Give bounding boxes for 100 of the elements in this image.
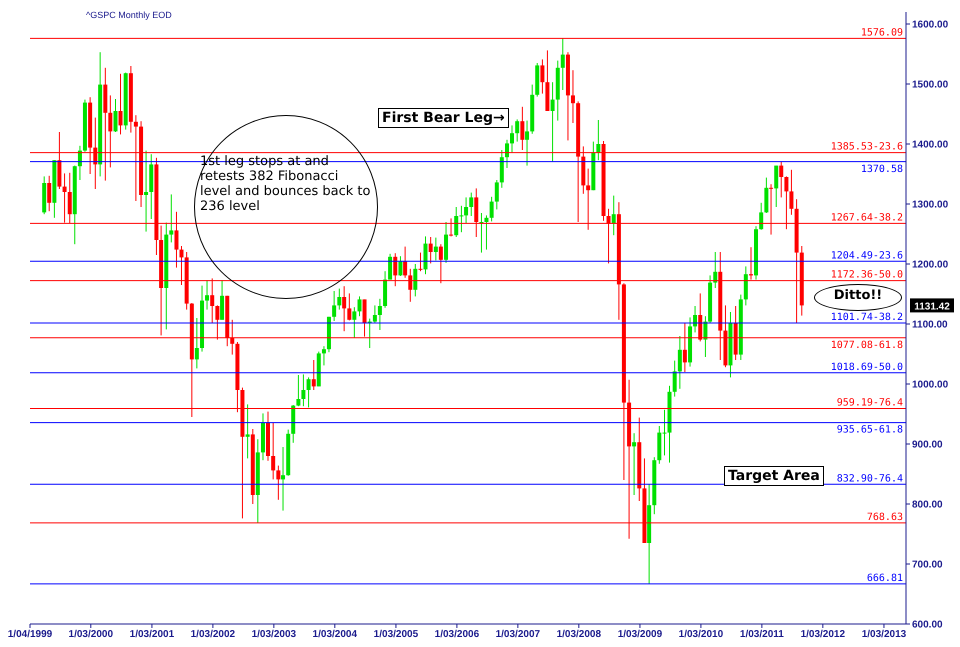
candlestick [332,290,336,322]
candlestick [169,194,174,243]
candlestick [281,446,286,512]
x-tick-label: 1/03/2013 [862,629,907,640]
y-tick-label: 900.00 [912,440,944,451]
candlestick [434,237,438,261]
ref-line-label: 1018.69-50.0 [830,362,903,373]
candlestick [144,150,148,232]
candlestick [388,253,392,280]
ref-line-label: 1204.49-23.6 [830,250,903,262]
y-tick-label: 1600.00 [912,20,949,31]
candlestick [525,120,530,166]
candlestick [312,360,316,390]
candlestick [479,212,484,254]
y-tick-label: 1000.00 [912,380,949,391]
y-tick-label: 700.00 [912,560,944,571]
y-tick-label: 1400.00 [912,140,949,151]
y-tick-label: 800.00 [912,500,944,511]
x-tick-label: 1/03/2010 [678,629,724,640]
annotation: Target Area [724,466,824,486]
x-tick-label: 1/03/2008 [556,629,602,640]
text: 1131.42 [914,301,950,312]
candlestick [352,306,356,338]
candlestick [276,465,280,500]
x-tick-label: 1/03/2003 [252,629,297,640]
y-tick-label: 1200.00 [912,260,949,271]
x-tick-label: 1/04/1999 [8,629,53,640]
candlestick [632,432,636,496]
candlestick [296,374,300,407]
x-tick-label: 1/03/2011 [740,629,784,640]
candlestick [560,38,565,90]
candlestick [337,288,342,310]
candlestick [220,280,224,320]
x-tick-label: 1/03/2012 [800,629,846,640]
x-tick-label: 1/03/2004 [312,629,358,640]
candlestick [759,202,764,230]
candlestick [342,286,346,332]
candlestick [484,214,488,250]
candlestick [789,169,794,216]
x-tick-label: 1/03/2002 [190,629,236,640]
candlestick [194,318,199,369]
ref-line-label: 768.63 [866,512,903,523]
x-tick-label: 1/03/2009 [618,629,663,640]
candlestick [398,256,402,276]
candlestick [413,264,418,297]
candlestick [47,175,52,212]
candlestick [515,118,520,142]
candlestick [114,98,118,132]
y-tick-label: 1100.00 [912,320,948,331]
ref-line-label: 1267.64-38.2 [830,212,903,224]
candlestick [118,73,123,135]
ref-line-label: 1101.74-38.2 [830,312,903,323]
ref-line-label: 1077.08-61.8 [830,340,903,351]
candlestick [322,346,326,366]
candlestick [306,376,311,408]
x-tick-label: 1/03/2006 [434,629,480,640]
candlestick [596,120,600,161]
candlestick [464,196,468,224]
candlestick [504,139,509,168]
candlestick [246,404,250,459]
annotation: First Bear Leg→ [378,108,509,128]
annotation: Ditto!! [832,288,884,304]
ref-line-label: 1370.58 [860,164,903,175]
y-tick-label: 1500.00 [912,80,949,91]
candlestick [774,165,778,208]
candlestick [779,160,784,198]
x-tick-label: 1/03/2000 [68,629,114,640]
candlestick [358,296,362,317]
candlestick [510,124,514,153]
x-tick-label: 1/03/2005 [374,629,419,640]
candlestick [372,304,377,324]
chart-title: ^GSPC Monthly EOD [86,10,172,20]
ref-line-label: 959.19-76.4 [836,397,903,408]
candlestick [490,196,494,222]
candlestick [678,336,682,390]
candlestick [347,292,352,321]
y-tick-label: 600.00 [912,620,944,631]
candlestick [520,106,524,150]
candlestick [418,252,422,272]
ref-line-label: 935.65-61.8 [836,424,903,436]
x-tick-label: 1/03/2001 [130,629,175,640]
candlestick [672,360,677,398]
y-tick-label: 1300.00 [912,200,949,211]
ref-line-label: 832.90-76.4 [836,473,903,484]
candlestick [570,70,575,124]
candlestick [550,82,555,162]
candlestick [271,422,276,480]
candlestick [301,374,306,407]
x-tick-label: 1/03/2007 [496,629,541,640]
candlestick [469,192,474,216]
candlestick [403,246,408,278]
candlestick [612,195,616,236]
candlestick [693,306,698,333]
ref-line-label: 666.81 [866,572,903,584]
ref-line-label: 1385.53-23.6 [830,142,903,153]
candlestick [205,280,210,310]
candlestick [540,58,544,94]
ref-line-label: 1172.36-50.0 [830,270,903,281]
candlestick [428,236,433,264]
candlestick [494,180,499,210]
